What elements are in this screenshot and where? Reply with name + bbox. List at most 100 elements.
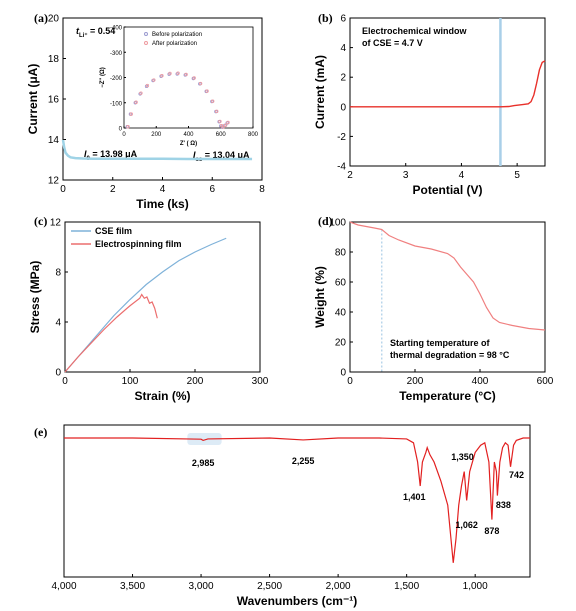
p1-x-tick-label: 2	[347, 170, 353, 181]
p2-legend-label: CSE film	[95, 226, 132, 236]
inset-point-1	[152, 78, 156, 82]
inset-x-tick-label: 0	[122, 132, 126, 138]
p2-x-tick-label: 100	[122, 376, 139, 387]
p1-series-line-0	[350, 60, 546, 108]
inset-y-tick-label: -400	[110, 26, 123, 32]
panel-label-c: (c)	[34, 214, 47, 228]
p0-y-tick-label: 16	[48, 95, 60, 106]
p0-x-tick-label: 0	[60, 184, 66, 195]
inset-point-1	[226, 120, 230, 125]
p1-x-tick-label: 3	[403, 170, 409, 181]
inset-legend-marker	[144, 32, 148, 36]
inset-x-tick-label: 800	[248, 132, 259, 138]
inset-legend-label: After polarization	[152, 41, 197, 47]
p4-highlight-band	[187, 433, 222, 445]
p4-peak-label: 1,350	[451, 452, 474, 462]
p1-y-tick-label: 6	[340, 14, 346, 25]
p3-x-tick-label: 0	[347, 376, 353, 387]
p3-y-tick-label: 100	[329, 218, 346, 229]
p4-peak-label: 1,401	[403, 492, 426, 502]
p1-plot-frame	[349, 17, 546, 167]
p3-x-tick-label: 600	[537, 376, 554, 387]
inset-point-1	[198, 81, 203, 86]
p4-x-tick-label: 4,000	[51, 581, 76, 592]
p1-y-tick-label: 4	[340, 43, 346, 54]
p4-x-tick-label: 3,500	[120, 581, 145, 592]
inset-point-1	[221, 125, 225, 129]
p2-y-axis-label: Stress (MPa)	[28, 261, 42, 334]
inset-point-1	[184, 72, 188, 77]
inset-x-tick-label: 400	[183, 132, 194, 138]
p3-x-axis-label: Temperature (°C)	[399, 389, 496, 403]
p2-plot-frame	[64, 221, 261, 373]
p1-y-tick-label: 2	[340, 73, 346, 84]
p1-y-tick-label: -4	[337, 162, 346, 173]
p0-y-tick-label: 12	[48, 176, 60, 187]
p2-y-tick-label: 8	[55, 268, 61, 279]
p0-y-axis-label: Current (μA)	[26, 64, 40, 135]
p0-y-tick-label: 18	[48, 54, 60, 65]
p1-x-tick-label: 4	[459, 170, 465, 181]
inset-legend-marker	[144, 41, 148, 45]
p4-peak-label: 2,255	[292, 456, 315, 466]
p2-y-tick-label: 12	[50, 218, 62, 229]
panel-label-e: (e)	[34, 425, 47, 439]
p3-y-axis-label: Weight (%)	[313, 266, 327, 328]
p3-x-tick-label: 400	[472, 376, 489, 387]
inset-point-1	[215, 109, 219, 114]
p1-y-axis-label: Current (mA)	[313, 55, 327, 129]
annotation-window-line1: Electrochemical window	[362, 26, 468, 36]
inset-point-1	[160, 74, 164, 78]
p4-peak-label: 878	[484, 526, 499, 536]
inset-point-1	[223, 123, 228, 127]
p4-series-line-0	[64, 437, 530, 563]
inset-y-tick-label: -100	[110, 101, 123, 107]
inset-point-1	[192, 76, 196, 80]
p2-x-axis-label: Strain (%)	[134, 389, 190, 403]
inset-x-tick-label: 600	[216, 132, 227, 138]
p4-x-tick-label: 2,000	[326, 581, 351, 592]
p0-x-tick-label: 4	[160, 184, 166, 195]
p4-peak-label: 742	[509, 470, 524, 480]
p2-series-line-1	[64, 293, 158, 373]
inset-y-axis-label: −Z'' (Ω)	[100, 67, 106, 88]
p1-x-tick-label: 5	[514, 170, 520, 181]
inset-x-tick-label: 200	[151, 132, 162, 138]
p1-x-axis-label: Potential (V)	[412, 183, 482, 197]
inset-point-1	[129, 112, 133, 116]
inset-y-tick-label: 0	[119, 127, 123, 133]
p4-peak-label: 838	[496, 500, 511, 510]
p3-y-tick-label: 0	[340, 368, 346, 379]
p2-series-line-0	[64, 237, 227, 373]
p4-x-tick-label: 1,500	[394, 581, 419, 592]
p4-peak-label: 1,062	[455, 520, 478, 530]
p1-y-tick-label: -2	[337, 132, 346, 143]
panel-label-a: (a)	[34, 11, 48, 25]
p0-y-tick-label: 14	[48, 135, 60, 146]
p4-x-tick-label: 3,000	[189, 581, 214, 592]
p3-series-line-0	[349, 221, 546, 331]
inset-legend-label: Before polarization	[152, 32, 202, 38]
p0-x-tick-label: 6	[209, 184, 215, 195]
p4-peak-label: 2,985	[192, 458, 215, 468]
inset-point-1	[168, 71, 172, 76]
panel-label-b: (b)	[318, 11, 333, 25]
inset-point-1	[176, 71, 180, 75]
inset-point-1	[126, 125, 130, 129]
p0-x-axis-label: Time (ks)	[136, 197, 188, 211]
annotation-degradation-line1: Starting temperature of	[390, 338, 491, 348]
p2-legend-label: Electrospinning film	[95, 239, 182, 249]
p2-x-tick-label: 300	[252, 376, 269, 387]
annotation-initial-current: I0 = 13.98 μA	[84, 149, 138, 162]
p0-y-tick-label: 20	[48, 14, 60, 25]
p4-x-tick-label: 2,500	[257, 581, 282, 592]
annotation-transference-number: tLi⁺ = 0.54	[76, 26, 115, 39]
inset-y-tick-label: -200	[110, 76, 123, 82]
annotation-degradation-line2: thermal degradation = 98 °C	[390, 350, 510, 360]
inset-point-1	[210, 99, 215, 103]
p2-y-tick-label: 0	[55, 368, 61, 379]
inset-point-1	[205, 89, 209, 93]
p2-y-tick-label: 4	[55, 318, 61, 329]
inset-point-1	[134, 100, 138, 104]
